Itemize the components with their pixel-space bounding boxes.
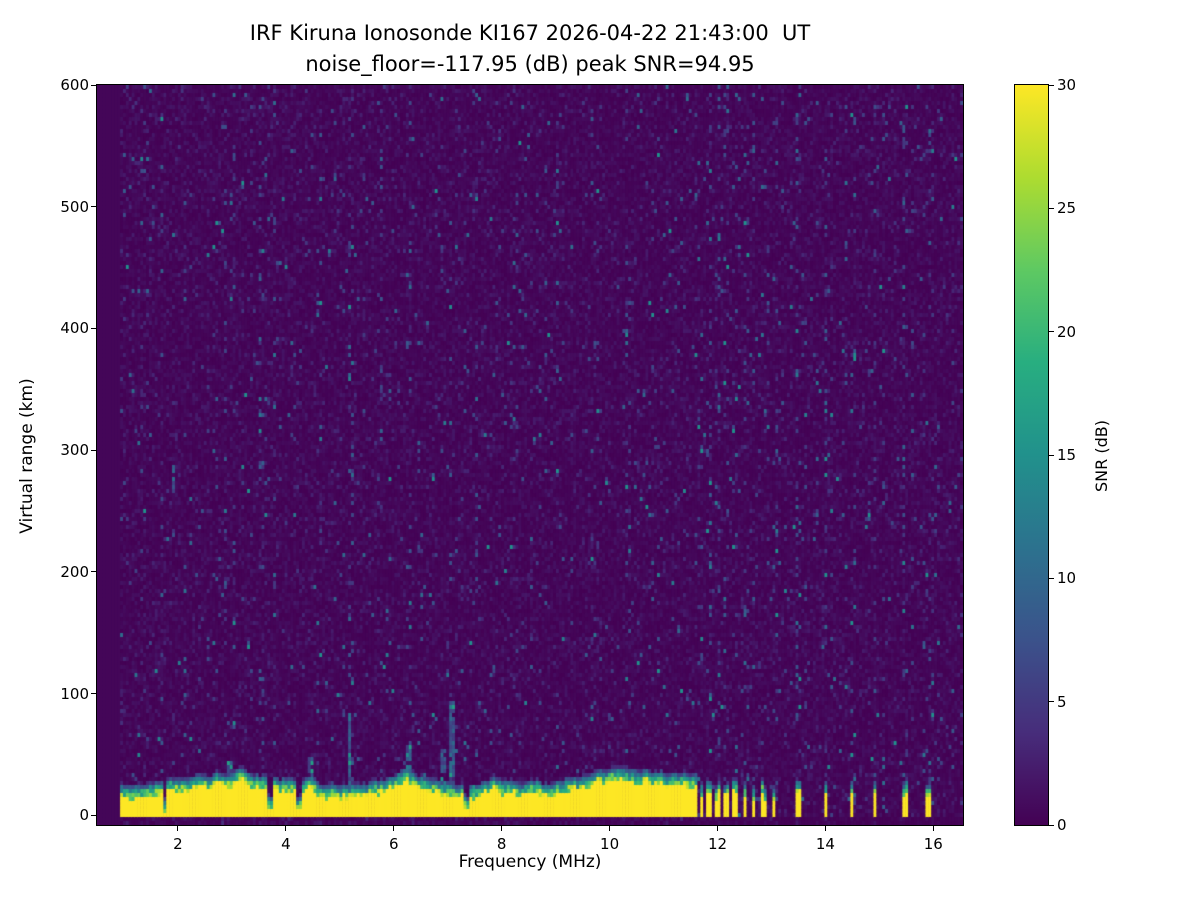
colorbar [1014,84,1049,826]
x-tick-label: 12 [707,835,728,853]
y-tick-label: 300 [60,441,89,460]
x-tick-label: 4 [281,835,291,853]
ionogram-heatmap-canvas [97,85,963,825]
y-tick-label: 200 [60,562,89,581]
colorbar-tick-label: 10 [1057,569,1077,588]
y-tick-mark [91,571,96,573]
x-tick-mark [177,826,179,831]
colorbar-tick-mark [1049,454,1054,456]
plot-area [96,84,964,826]
colorbar-tick-label: 0 [1057,816,1067,834]
colorbar-tick-mark [1049,331,1054,333]
x-tick-label: 6 [388,835,399,853]
x-tick-mark [716,826,718,831]
y-tick-mark [91,206,96,208]
y-tick-mark [91,327,96,329]
y-tick-label: 0 [79,806,89,825]
colorbar-tick-mark [1049,701,1054,703]
colorbar-tick-mark [1049,207,1054,209]
y-tick-mark [91,693,96,695]
colorbar-tick-mark [1049,824,1054,826]
x-tick-mark [501,826,503,831]
x-tick-mark [824,826,826,831]
x-tick-label: 16 [923,835,943,853]
colorbar-tick-label: 5 [1057,692,1067,711]
x-tick-label: 8 [496,835,507,853]
colorbar-tick-label: 15 [1057,446,1077,464]
x-tick-label: 10 [600,835,620,853]
x-tick-mark [609,826,611,831]
colorbar-gradient [1015,85,1048,825]
colorbar-tick-label: 30 [1057,76,1077,94]
colorbar-tick-mark [1049,84,1054,86]
x-axis-label: Frequency (MHz) [458,852,602,872]
y-tick-label: 500 [60,197,89,216]
y-tick-mark [91,84,96,86]
y-tick-label: 400 [60,319,89,338]
y-tick-label: 100 [60,684,89,703]
y-tick-label: 600 [60,76,89,94]
chart-subtitle: noise_floor=-117.95 (dB) peak SNR=94.95 [305,52,755,76]
x-tick-mark [932,826,934,831]
x-tick-mark [285,826,287,831]
colorbar-tick-label: 25 [1057,199,1077,218]
x-tick-mark [393,826,395,831]
colorbar-tick-label: 20 [1057,322,1077,341]
x-tick-label: 2 [173,835,183,853]
x-tick-label: 14 [815,835,835,853]
y-tick-mark [91,449,96,451]
colorbar-tick-mark [1049,577,1054,579]
chart-title: IRF Kiruna Ionosonde KI167 2026-04-22 21… [249,21,811,45]
y-tick-mark [91,814,96,816]
